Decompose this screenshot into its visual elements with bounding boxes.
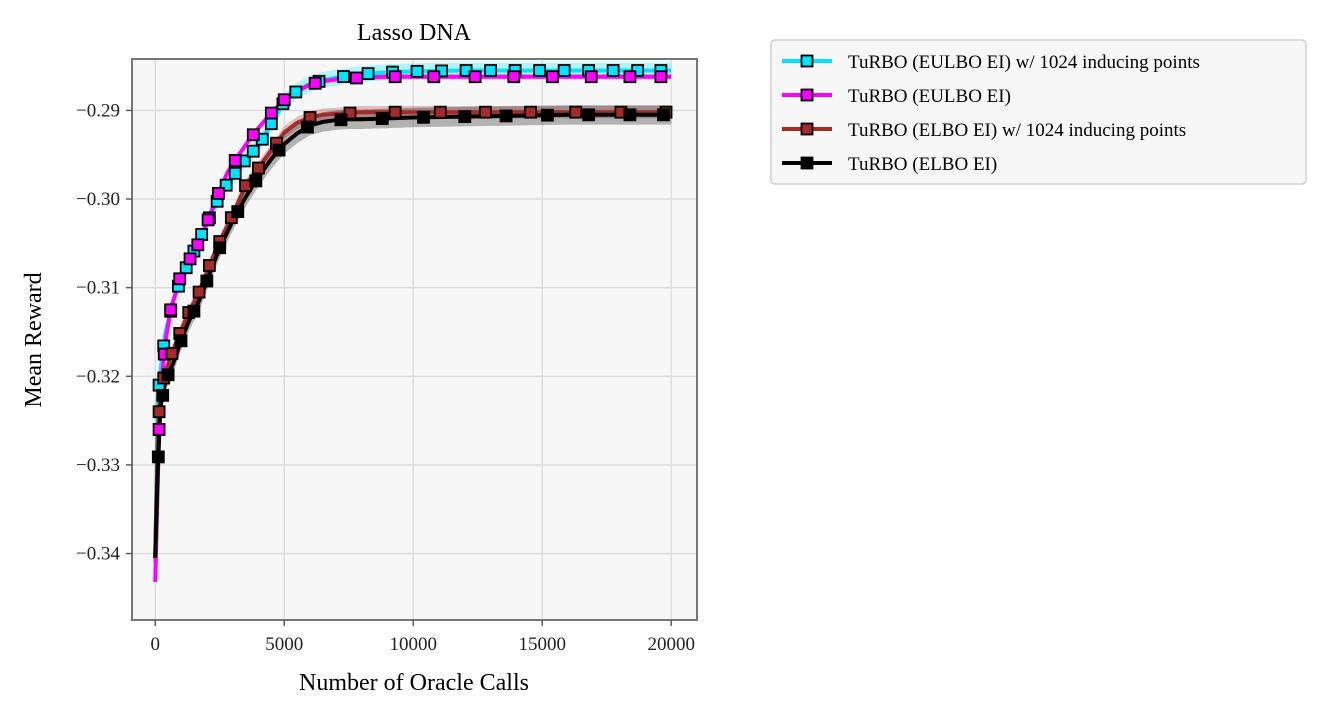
marker-turbo-elbo-ei-w-1024-inducing-points: [152, 405, 166, 419]
x-tick-label: 5000: [265, 634, 303, 655]
marker-turbo-eulbo-ei-w-1024-inducing-points: [228, 166, 242, 180]
y-tick-label: −0.32: [76, 366, 120, 387]
chart-title: Lasso DNA: [357, 20, 472, 46]
marker-turbo-elbo-ei: [301, 120, 314, 134]
x-tick-label: 0: [150, 634, 160, 655]
marker-turbo-elbo-ei-w-1024-inducing-points: [192, 285, 206, 299]
marker-turbo-eulbo-ei: [212, 187, 225, 200]
marker-turbo-eulbo-ei: [584, 70, 598, 84]
legend-label-turbo-eulbo-ei: TuRBO (EULBO EI): [848, 86, 1011, 107]
marker-turbo-elbo-ei-w-1024-inducing-points: [433, 105, 447, 119]
marker-turbo-elbo-ei: [458, 110, 472, 124]
marker-turbo-elbo-ei: [231, 205, 245, 219]
legend-label-turbo-elbo-ei: TuRBO (ELBO EI): [848, 154, 997, 175]
y-tick-label: −0.34: [76, 544, 120, 565]
marker-turbo-eulbo-ei-w-1024-inducing-points: [289, 85, 303, 99]
marker-turbo-eulbo-ei: [164, 303, 178, 317]
marker-turbo-eulbo-ei-w-1024-inducing-points: [264, 117, 278, 131]
marker-turbo-eulbo-ei: [427, 70, 441, 84]
marker-turbo-eulbo-ei-w-1024-inducing-points: [606, 64, 620, 77]
marker-turbo-elbo-ei: [417, 110, 430, 124]
marker-turbo-elbo-ei: [174, 334, 188, 348]
marker-turbo-eulbo-ei-w-1024-inducing-points: [195, 228, 209, 241]
plot-frame: [131, 58, 698, 621]
legend-entries: TuRBO (EULBO EI) w/ 1024 inducing points…: [782, 52, 1200, 175]
marker-turbo-elbo-ei: [200, 274, 214, 288]
marker-turbo-eulbo-ei-w-1024-inducing-points: [361, 67, 375, 81]
marker-turbo-eulbo-ei: [173, 272, 187, 286]
marker-turbo-elbo-ei: [499, 109, 513, 123]
x-tick-label: 20000: [647, 634, 695, 655]
marker-turbo-elbo-ei: [623, 108, 637, 122]
marker-turbo-elbo-ei: [657, 108, 670, 122]
marker-turbo-elbo-ei: [156, 388, 170, 402]
marker-turbo-eulbo-ei-w-1024-inducing-points: [533, 64, 547, 77]
marker-turbo-elbo-ei-w-1024-inducing-points: [524, 105, 537, 119]
marker-turbo-eulbo-ei: [201, 213, 215, 227]
marker-turbo-eulbo-ei: [468, 70, 482, 84]
y-tick-label: −0.30: [76, 189, 120, 210]
marker-turbo-eulbo-ei: [507, 70, 521, 84]
marker-turbo-elbo-ei-w-1024-inducing-points: [252, 161, 265, 175]
marker-turbo-elbo-ei: [151, 450, 165, 464]
marker-turbo-elbo-ei-w-1024-inducing-points: [388, 105, 402, 119]
legend-marker-turbo-elbo-ei-w-1024-inducing-points: [800, 122, 814, 136]
marker-turbo-elbo-ei-w-1024-inducing-points: [239, 179, 252, 193]
x-tick-label: 10000: [389, 634, 437, 655]
marker-turbo-eulbo-ei: [308, 76, 322, 90]
y-axis-label: Mean Reward: [21, 272, 47, 407]
marker-turbo-elbo-ei: [249, 174, 263, 188]
marker-turbo-eulbo-ei-w-1024-inducing-points: [557, 64, 571, 77]
marker-turbo-eulbo-ei: [264, 106, 278, 120]
marker-turbo-eulbo-ei: [277, 93, 291, 107]
legend-marker-turbo-eulbo-ei-w-1024-inducing-points: [800, 54, 814, 68]
marker-turbo-eulbo-ei: [546, 70, 559, 84]
marker-turbo-eulbo-ei: [228, 154, 242, 167]
marker-turbo-eulbo-ei: [623, 70, 637, 84]
x-tick-label: 15000: [518, 634, 566, 655]
marker-turbo-elbo-ei-w-1024-inducing-points: [569, 105, 583, 119]
marker-turbo-elbo-ei: [161, 368, 175, 382]
legend-label-turbo-elbo-ei-w-1024-inducing-points: TuRBO (ELBO EI) w/ 1024 inducing points: [848, 120, 1186, 141]
marker-turbo-elbo-ei: [213, 241, 227, 255]
marker-turbo-elbo-ei-w-1024-inducing-points: [343, 106, 357, 120]
marker-turbo-eulbo-ei-w-1024-inducing-points: [219, 178, 233, 192]
marker-turbo-eulbo-ei-w-1024-inducing-points: [410, 64, 424, 78]
marker-turbo-elbo-ei-w-1024-inducing-points: [202, 259, 216, 272]
y-tick-label: −0.29: [76, 100, 120, 121]
legend-marker-turbo-eulbo-ei: [800, 88, 814, 102]
legend-box: [770, 39, 1307, 185]
legend-label-turbo-eulbo-ei-w-1024-inducing-points: TuRBO (EULBO EI) w/ 1024 inducing points: [848, 52, 1200, 73]
marker-turbo-elbo-ei: [187, 304, 201, 318]
y-tick-label: −0.31: [76, 278, 120, 299]
marker-turbo-eulbo-ei: [350, 71, 363, 85]
x-axis-label: Number of Oracle Calls: [299, 670, 529, 696]
marker-turbo-elbo-ei: [375, 112, 389, 125]
marker-turbo-eulbo-ei: [388, 70, 402, 84]
marker-turbo-elbo-ei: [540, 108, 554, 122]
marker-turbo-eulbo-ei: [183, 252, 197, 266]
marker-turbo-eulbo-ei: [654, 70, 668, 84]
marker-turbo-elbo-ei: [334, 113, 348, 127]
legend: TuRBO (EULBO EI) w/ 1024 inducing points…: [770, 39, 1307, 185]
marker-turbo-eulbo-ei: [191, 238, 205, 252]
marker-turbo-elbo-ei: [582, 108, 596, 122]
series-markers: [151, 64, 673, 464]
y-tick-label: −0.33: [76, 455, 120, 476]
marker-turbo-eulbo-ei: [152, 423, 166, 436]
marker-turbo-eulbo-ei: [246, 128, 260, 142]
marker-turbo-eulbo-ei-w-1024-inducing-points: [484, 64, 498, 77]
marker-turbo-eulbo-ei-w-1024-inducing-points: [246, 144, 260, 158]
marker-turbo-eulbo-ei-w-1024-inducing-points: [337, 70, 350, 83]
marker-turbo-elbo-ei-w-1024-inducing-points: [479, 105, 492, 119]
marker-turbo-elbo-ei: [272, 143, 286, 157]
plot-background: [132, 59, 697, 620]
legend-marker-turbo-elbo-ei: [800, 156, 814, 170]
axis-ticks: 0 5000 10000 15000 20000 −0.34 −0.33 −0.32 −0.31…: [76, 100, 695, 655]
marker-turbo-elbo-ei-w-1024-inducing-points: [165, 346, 179, 360]
